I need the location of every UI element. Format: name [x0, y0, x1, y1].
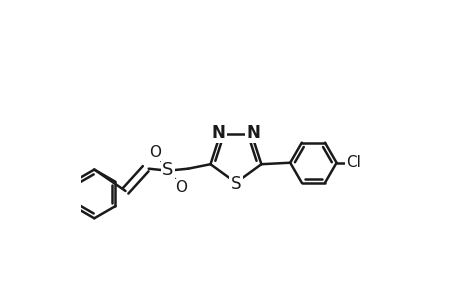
- Text: O: O: [148, 145, 160, 160]
- Text: S: S: [230, 175, 241, 193]
- Text: S: S: [162, 161, 174, 179]
- Text: N: N: [211, 124, 225, 142]
- Text: Cl: Cl: [346, 155, 360, 170]
- Text: N: N: [246, 124, 259, 142]
- Text: O: O: [175, 180, 187, 195]
